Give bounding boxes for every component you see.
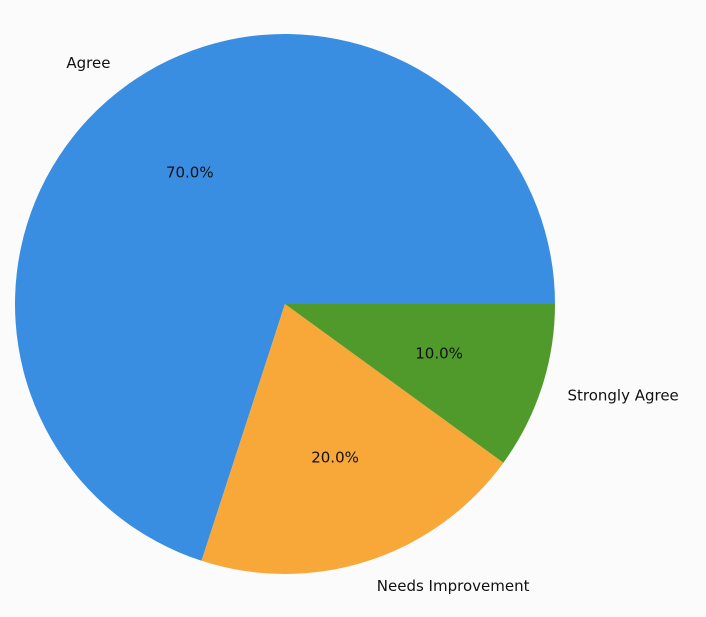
slice-label: Strongly Agree (567, 386, 678, 404)
percent-label: 20.0% (311, 449, 359, 467)
pie-slice (201, 304, 504, 574)
pie-slice (15, 34, 556, 561)
slice-label: Agree (66, 54, 110, 72)
slice-label: Needs Improvement (377, 577, 530, 595)
percent-label: 70.0% (166, 163, 214, 181)
percent-label: 10.0% (415, 345, 463, 363)
pie-slice (285, 304, 555, 463)
